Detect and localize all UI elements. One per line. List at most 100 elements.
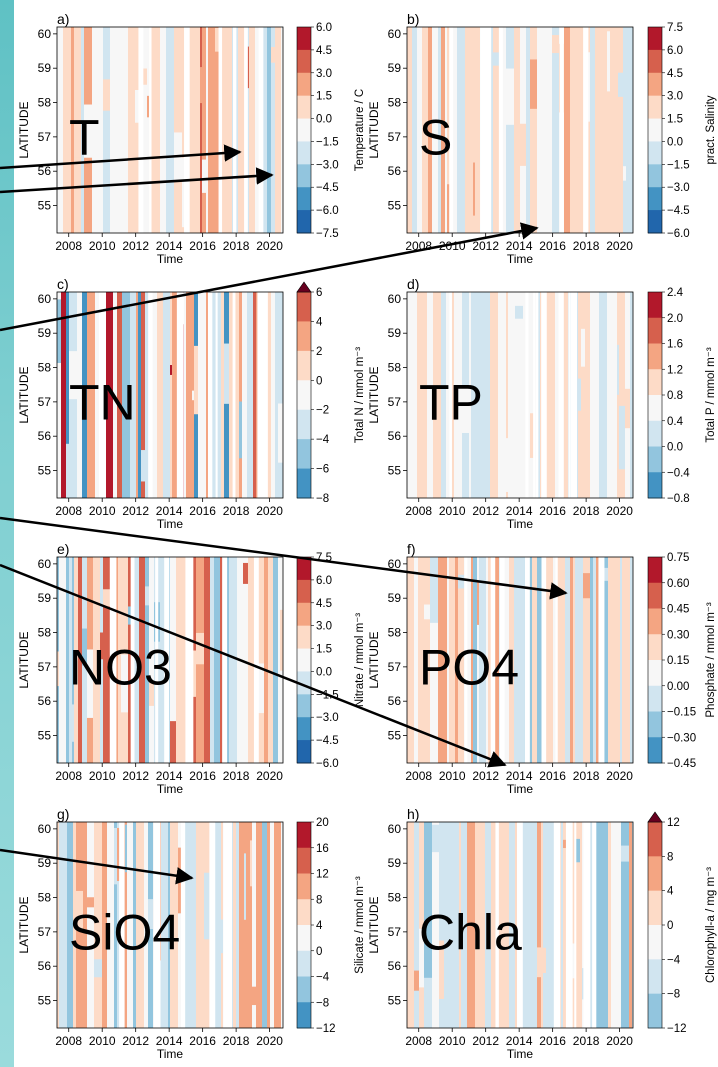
missing-data-column	[583, 822, 591, 1028]
heatmap-patch	[257, 663, 264, 714]
heatmap-column	[473, 27, 475, 233]
colorbar-segment	[297, 141, 311, 165]
heatmap-column	[407, 27, 412, 233]
heatmap-patch	[280, 609, 283, 671]
heatmap-column	[73, 822, 76, 1028]
missing-data-column	[225, 822, 230, 1028]
heatmap-column	[253, 292, 256, 498]
heatmap-column	[600, 822, 608, 1028]
y-tick-label: 55	[38, 994, 52, 1008]
heatmap-column	[103, 27, 110, 233]
x-tick-label: 2014	[506, 769, 533, 783]
heatmap-patch	[439, 940, 444, 999]
missing-data-column	[153, 822, 161, 1028]
variable-overlay-label: NO3	[69, 640, 172, 696]
heatmap-column	[530, 27, 537, 233]
colorbar-tick-label: 0.30	[667, 629, 689, 641]
colorbar-tick-label: −6.0	[316, 758, 339, 770]
x-tick-label: 2008	[55, 769, 82, 783]
heatmap-column	[281, 822, 283, 1028]
y-tick-label: 60	[38, 27, 52, 41]
heatmap-column	[491, 822, 497, 1028]
heatmap-patch	[578, 378, 581, 411]
variable-overlay-label: Chla	[419, 905, 522, 961]
heatmap-patch	[103, 589, 110, 607]
x-axis-label: Time	[157, 782, 184, 796]
heatmap-patch	[581, 328, 585, 367]
heatmap-patch	[462, 387, 469, 433]
x-tick-label: 2018	[573, 239, 600, 253]
y-tick-label: 59	[388, 326, 402, 340]
heatmap-column	[588, 27, 590, 233]
heatmap-column	[546, 822, 554, 1028]
y-axis-label: LATITUDE	[17, 631, 31, 688]
missing-data-column	[258, 27, 262, 233]
heatmap-column	[450, 27, 457, 233]
colorbar-frame	[296, 556, 312, 764]
heatmap-column	[166, 27, 174, 233]
heatmap-column	[552, 27, 559, 233]
colorbar-tick-label: −6	[316, 464, 329, 476]
colorbar: 7.56.04.53.01.50.0−1.5−3.0−4.5−6.0Nitrat…	[296, 552, 366, 770]
heatmap-column	[608, 557, 612, 763]
x-axis-label: Time	[507, 252, 534, 266]
panel-no3: e) 55 56 57 58 59 60 LATITUDE 2008 2010 2012 2014 20…	[17, 541, 366, 796]
heatmap-column	[67, 822, 73, 1028]
y-tick-label: 59	[388, 856, 402, 870]
heatmap-column	[407, 822, 414, 1028]
heatmap-column	[87, 822, 94, 1028]
heatmap-column	[497, 822, 501, 1028]
heatmap-column	[438, 27, 441, 233]
heatmap-patch	[583, 573, 590, 599]
missing-data-column	[218, 27, 223, 233]
heatmap-patch	[221, 919, 223, 954]
heatmap-column	[514, 557, 517, 763]
x-tick-label: 2014	[506, 1034, 533, 1048]
heatmap-patch	[200, 67, 202, 104]
colorbar-segment	[297, 847, 311, 874]
heatmap-patch	[136, 303, 138, 321]
heatmap-patch	[552, 35, 559, 54]
colorbar-tick-label: −4	[667, 954, 681, 966]
heatmap-column	[414, 822, 419, 1028]
y-tick-label: 59	[38, 856, 52, 870]
missing-data-column	[498, 27, 503, 233]
x-tick-label: 2008	[55, 1034, 82, 1048]
heatmap-column	[256, 822, 262, 1028]
heatmap-patch	[537, 947, 541, 978]
y-tick-label: 58	[388, 361, 402, 375]
variable-overlay-label: S	[419, 110, 452, 166]
colorbar-tick-label: 0.0	[667, 136, 683, 148]
heatmap-column	[407, 557, 414, 763]
annotation-arrows	[0, 144, 568, 885]
heatmap-column	[192, 822, 196, 1028]
x-tick-label: 2008	[405, 1034, 432, 1048]
heatmap-column	[125, 822, 127, 1028]
colorbar-segment	[648, 608, 662, 635]
y-axis-label: LATITUDE	[17, 101, 31, 158]
heatmap-column	[102, 822, 107, 1028]
heatmap-patch	[630, 348, 633, 409]
heatmap-column	[515, 822, 519, 1028]
heatmap-patch	[252, 986, 256, 1006]
heatmap-column	[229, 292, 232, 498]
panel-po4: f) 55 56 57 58 59 60 LATITUDE 2008 2010 2012 2014 20…	[367, 541, 717, 796]
heatmap-cells	[407, 822, 633, 1028]
y-axis-label: LATITUDE	[17, 896, 31, 953]
missing-data-column	[189, 557, 194, 763]
colorbar-tick-label: 0.60	[667, 578, 689, 590]
heatmap-column	[534, 292, 537, 498]
x-tick-label: 2016	[189, 769, 216, 783]
heatmap-column	[59, 557, 66, 763]
colorbar-tick-label: 1.5	[316, 644, 332, 656]
heatmap-column	[454, 292, 462, 498]
missing-data-column	[533, 292, 536, 498]
y-tick-label: 55	[38, 464, 52, 478]
colorbar: 0.75 0.60 0.45 0.30 0.15 0.00 −0.15 −0.30 −0.45 P…	[647, 552, 717, 770]
heatmap-patch	[57, 299, 61, 364]
heatmap-column	[617, 292, 619, 498]
heatmap-patch	[543, 947, 546, 973]
x-tick-label: 2016	[539, 504, 566, 518]
colorbar-segment	[648, 446, 662, 473]
heatmap-column	[424, 822, 432, 1028]
